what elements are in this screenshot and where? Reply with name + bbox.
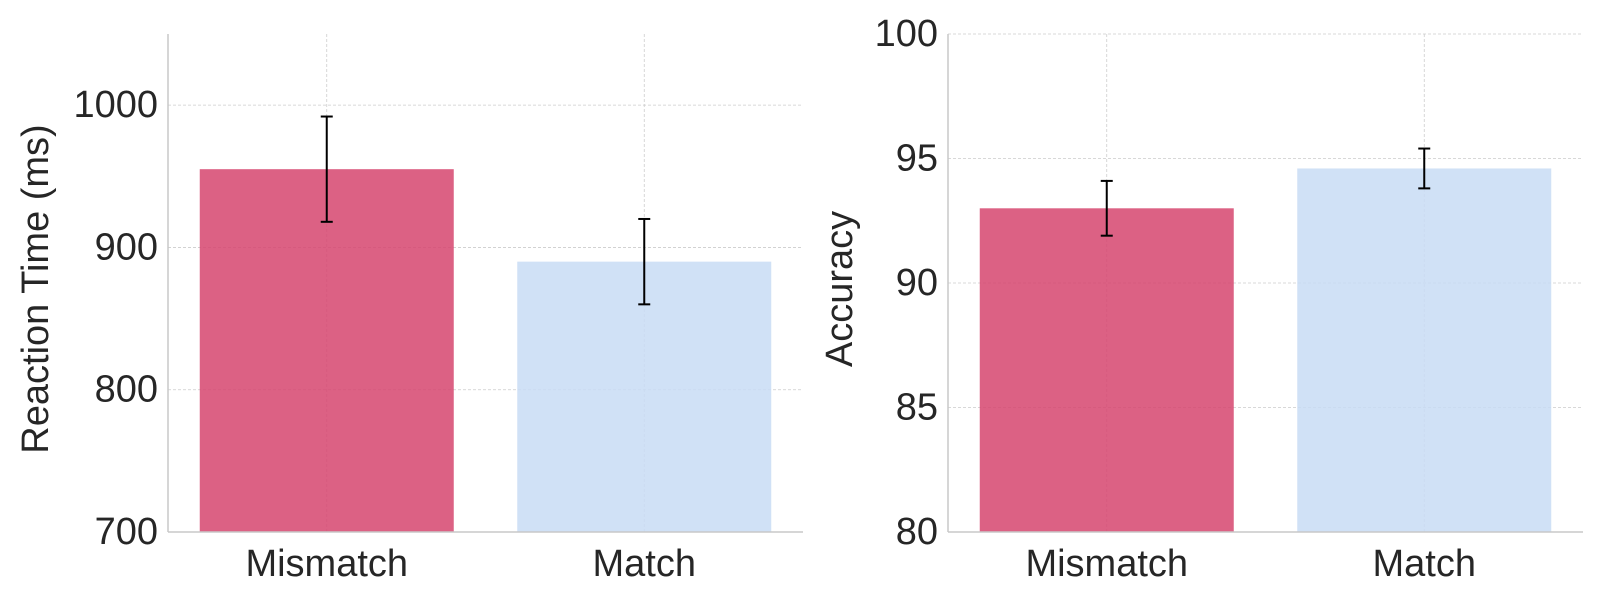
- bar-match: [517, 261, 772, 532]
- error-bar-mismatch: [1100, 179, 1113, 237]
- bar-match: [1297, 168, 1552, 532]
- error-bar-match: [1418, 147, 1431, 190]
- x-tick-label: Mismatch: [1025, 543, 1188, 585]
- y-axis-title: Accuracy: [819, 211, 861, 367]
- y-tick-label: 1000: [73, 84, 158, 126]
- bar-mismatch: [979, 208, 1234, 533]
- x-tick-label: Mismatch: [245, 543, 408, 585]
- y-tick-label: 95: [896, 138, 938, 180]
- y-tick-label: 80: [896, 511, 938, 553]
- accuracy-panel: 80 85 90 95 100 Mismatch Match Accuracy: [819, 13, 1583, 585]
- error-bar-mismatch: [320, 115, 333, 223]
- y-tick-label: 85: [896, 387, 938, 429]
- x-tick-label: Match: [1373, 543, 1476, 585]
- bar-mismatch: [199, 169, 454, 532]
- y-tick-label: 700: [95, 511, 158, 553]
- error-bar-match: [638, 217, 651, 306]
- y-tick-label: 90: [896, 262, 938, 304]
- x-tick-label: Match: [593, 543, 696, 585]
- y-tick-label: 100: [875, 13, 938, 55]
- reaction-time-panel: 700 800 900 1000 Mismatch Match Reaction Time …: [15, 34, 803, 585]
- y-tick-label: 800: [95, 369, 158, 411]
- y-axis-title: Reaction Time (ms): [15, 124, 57, 453]
- y-tick-label: 900: [95, 226, 158, 268]
